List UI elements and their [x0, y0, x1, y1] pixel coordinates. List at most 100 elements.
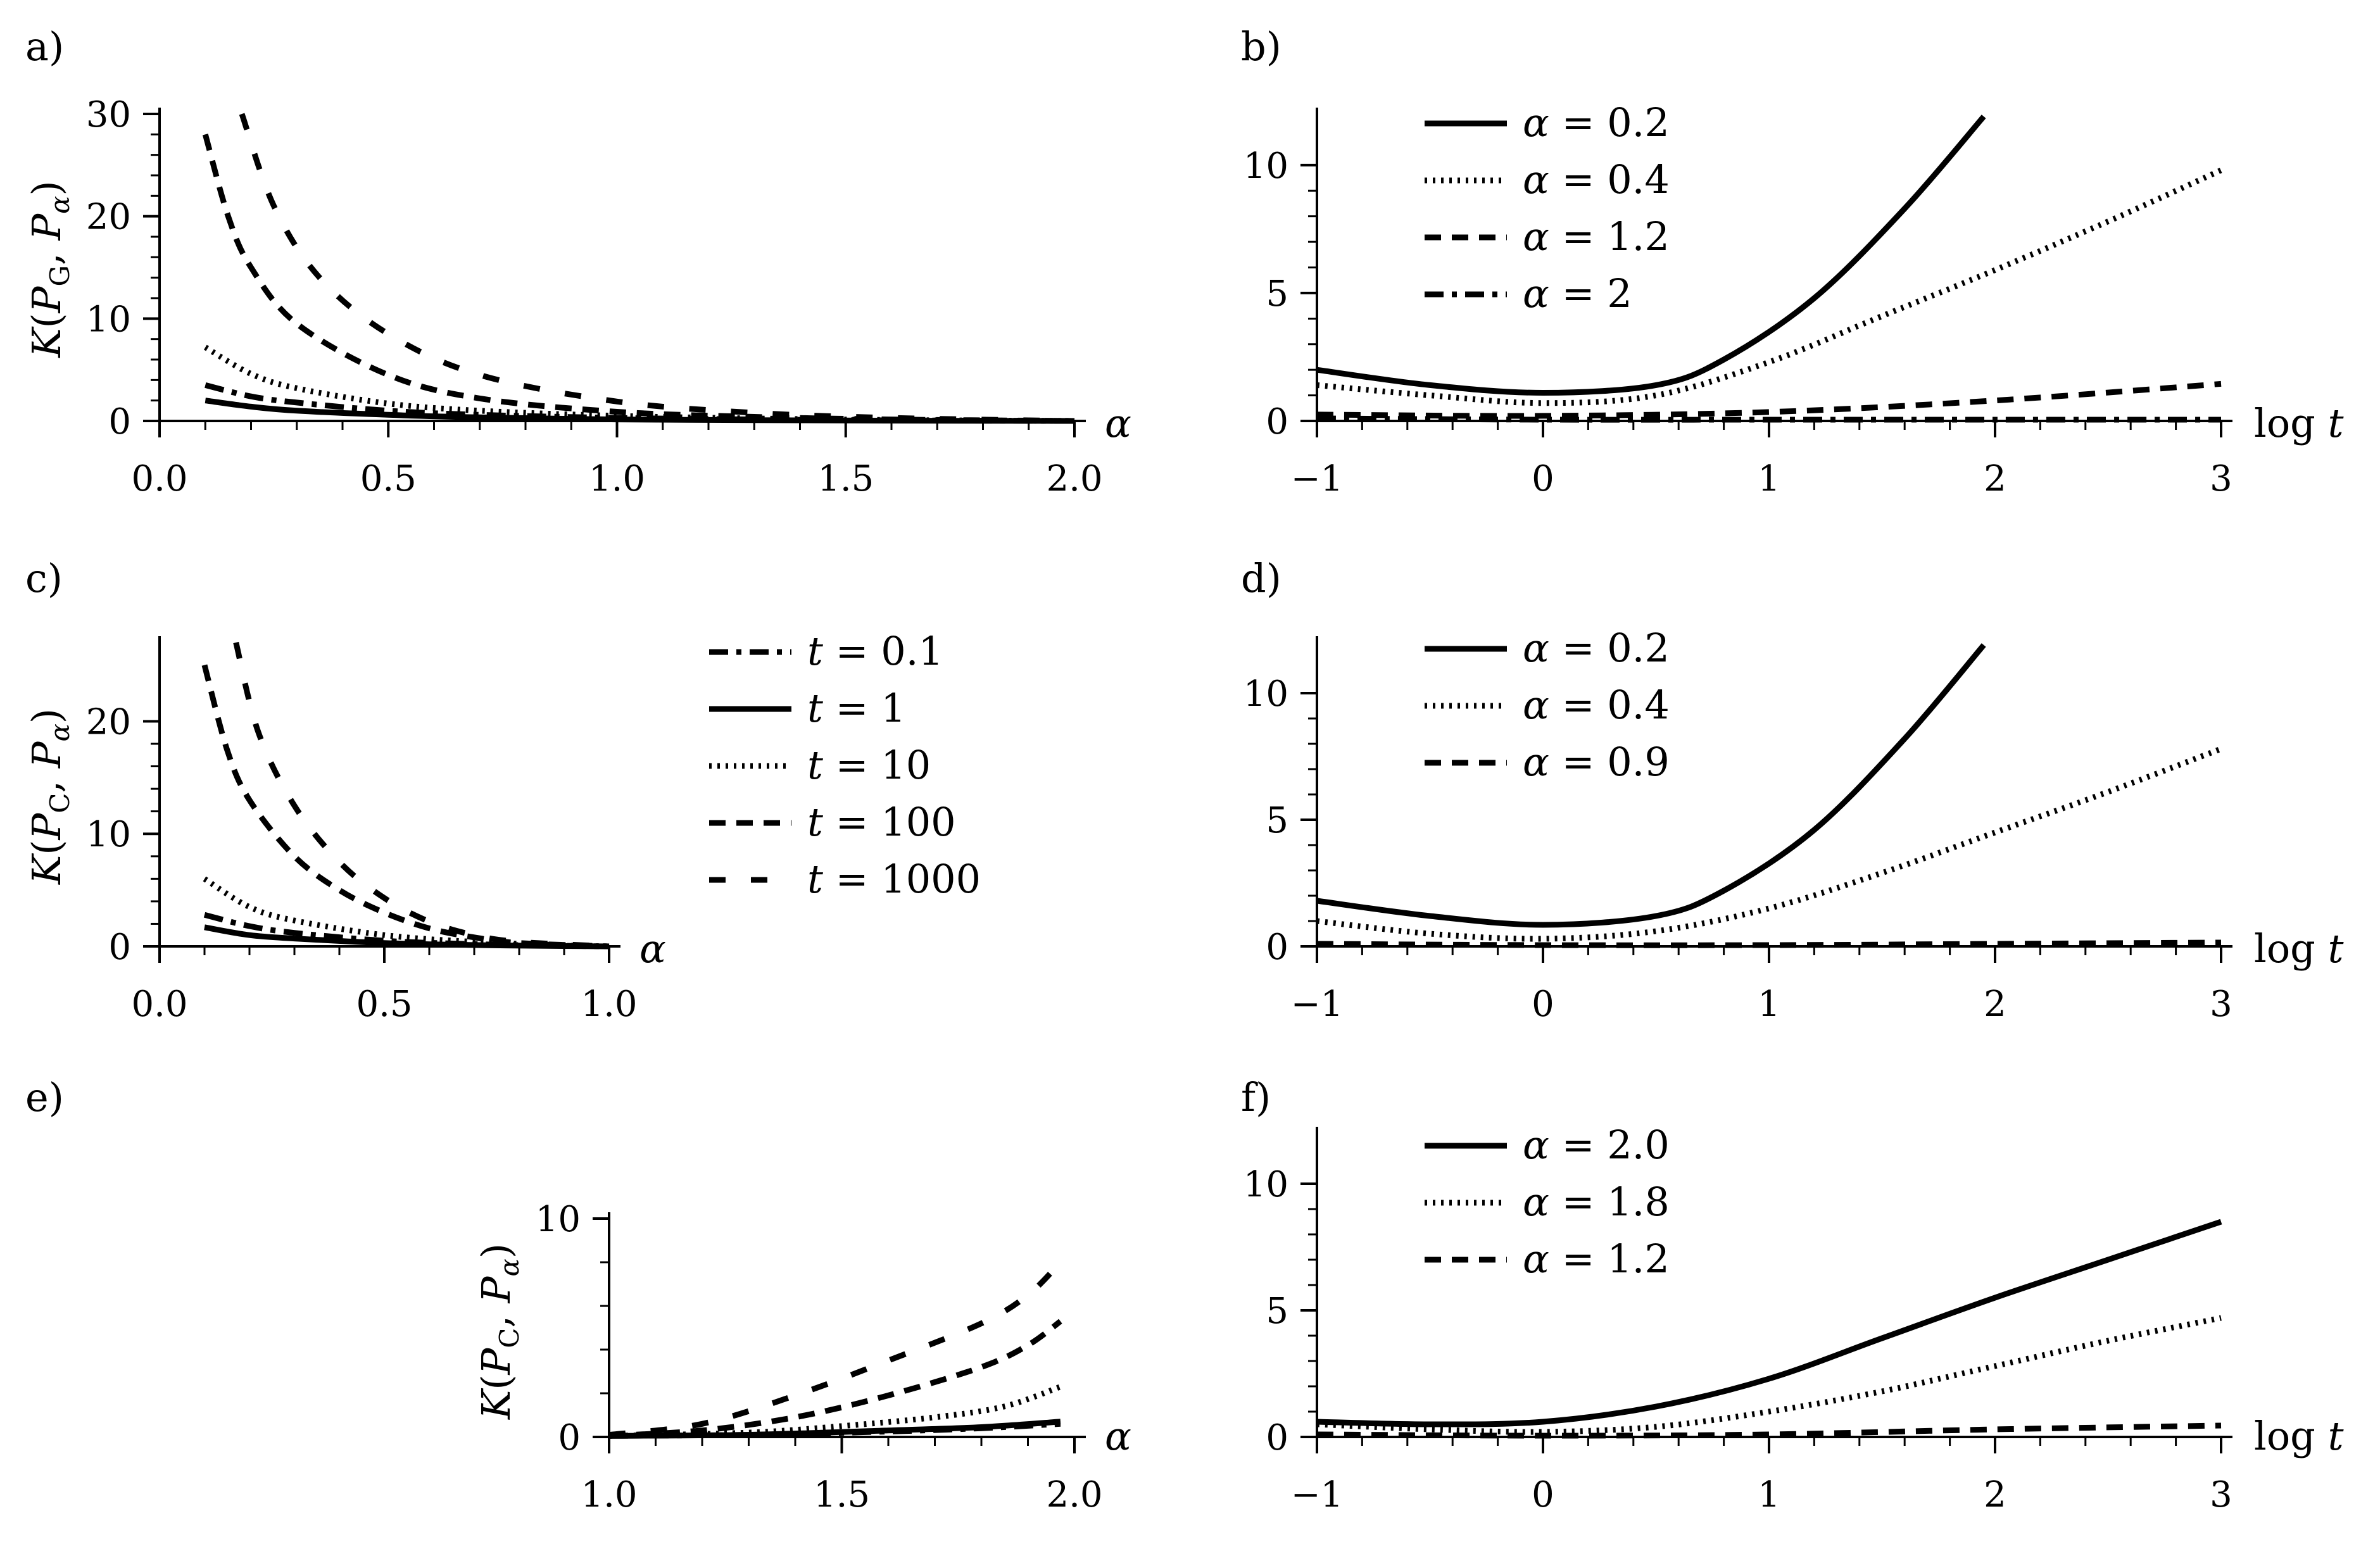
panel-label-c: c) [25, 555, 63, 601]
x-tick-label-d: 2 [1984, 984, 2006, 1025]
y-tick-label-f: 10 [1244, 1164, 1288, 1205]
legend-entry: α = 1.8 [1523, 1179, 1670, 1225]
x-tick-label-f: 1 [1758, 1474, 1780, 1515]
x-axis-label-d: log t [2254, 925, 2344, 972]
panel-label-f: f) [1241, 1074, 1271, 1120]
series-line-d [1316, 939, 2222, 948]
legend-entry: t = 10 [807, 742, 931, 788]
legend-entry: α = 0.9 [1523, 739, 1670, 785]
y-axis-label-e: K(PC, Pα) [473, 1243, 525, 1420]
legend-entry: t = 1 [807, 685, 906, 731]
y-tick-label-c: 0 [108, 927, 131, 968]
series-line-e [608, 1384, 1062, 1439]
panel-label-d: d) [1241, 555, 1281, 601]
x-tick-label-f: −1 [1291, 1474, 1344, 1515]
series-line-f [1316, 1219, 2222, 1427]
legend-entry: α = 1.2 [1523, 213, 1670, 260]
y-tick-label-a: 20 [86, 197, 131, 238]
panel-e: e) 1.0 1.5 2.0 0 10 α [25, 1074, 1131, 1515]
legend-entry: α = 2 [1523, 270, 1632, 317]
x-tick-label-f: 3 [2210, 1474, 2232, 1515]
series-line-f [1316, 1422, 2222, 1439]
series-line-f [1316, 1315, 2222, 1435]
x-tick-label-b: 0 [1532, 458, 1554, 499]
x-tick-label-d: 3 [2210, 984, 2232, 1025]
x-axis-label-c: α [639, 925, 666, 972]
x-axis-label-e: α [1105, 1413, 1131, 1459]
svg-text:K(PC, Pα): K(PC, Pα) [23, 708, 75, 885]
x-tick-label-a: 0.5 [360, 458, 417, 499]
series-line-b [1316, 415, 2221, 423]
x-tick-label-a: 0.0 [131, 458, 187, 499]
y-tick-label-b: 10 [1244, 146, 1288, 187]
series-line-b [1316, 380, 2222, 419]
series-line-d [1316, 746, 2222, 942]
y-tick-label-f: 0 [1266, 1417, 1288, 1458]
y-tick-label-a: 30 [86, 94, 131, 135]
series-line-a [202, 134, 1075, 424]
legend-entry: t = 1000 [807, 856, 981, 902]
panel-label-b: b) [1241, 23, 1281, 70]
y-tick-label-c: 20 [86, 701, 131, 743]
x-tick-label-b: 1 [1758, 458, 1780, 499]
series-line-c [233, 641, 610, 950]
legend-entry: t = 100 [807, 799, 956, 845]
x-tick-label-b: −1 [1291, 458, 1344, 499]
series-line-b [1316, 167, 2222, 406]
legend-entry: α = 2.0 [1523, 1122, 1670, 1168]
y-tick-label-a: 10 [86, 299, 131, 340]
x-tick-label-c: 0.0 [131, 984, 187, 1025]
x-tick-label-a: 1.0 [589, 458, 645, 499]
legend-entry: α = 0.4 [1523, 682, 1670, 728]
y-tick-label-a: 0 [108, 401, 131, 442]
legend-entry: t = 0.1 [807, 628, 943, 674]
legend-entry: α = 0.4 [1523, 156, 1670, 203]
y-tick-label-e: 10 [536, 1199, 581, 1240]
y-tick-label-d: 10 [1244, 674, 1288, 715]
x-tick-label-a: 2.0 [1046, 458, 1102, 499]
y-tick-label-d: 0 [1266, 927, 1288, 968]
x-axis-label-a: α [1105, 400, 1131, 446]
series-line-c [203, 912, 610, 950]
x-tick-label-d: −1 [1291, 984, 1344, 1025]
legend-entry: α = 1.2 [1523, 1236, 1670, 1282]
y-tick-label-d: 5 [1266, 800, 1288, 841]
y-axis-label-c: K(PC, Pα) [23, 708, 75, 885]
y-axis-label-a: K(PG, Pα) [23, 180, 75, 358]
x-tick-label-d: 0 [1532, 984, 1554, 1025]
panel-a: a) 0.0 0.5 1.0 1.5 2.0 0 10 20 30 α [25, 23, 1131, 499]
y-tick-label-b: 5 [1266, 273, 1288, 315]
series-line-c [201, 664, 610, 950]
x-tick-label-f: 0 [1532, 1474, 1554, 1515]
series-line-a [239, 113, 1075, 424]
x-axis-label-f: log t [2254, 1413, 2344, 1459]
x-tick-label-e: 1.0 [581, 1474, 637, 1515]
y-tick-label-b: 0 [1266, 401, 1288, 442]
x-tick-label-b: 2 [1984, 458, 2006, 499]
series-line-d [1316, 643, 1986, 928]
y-tick-label-e: 0 [558, 1417, 581, 1458]
panel-label-a: a) [25, 23, 64, 70]
series-line-b [1316, 115, 1986, 396]
series-line-c [203, 876, 610, 950]
legend-entry: α = 0.2 [1523, 99, 1670, 146]
series-line-e [608, 1319, 1062, 1439]
svg-text:K(PG, Pα): K(PG, Pα) [23, 180, 75, 358]
x-tick-label-d: 1 [1758, 984, 1780, 1025]
legend-entry: α = 0.2 [1523, 625, 1670, 671]
x-tick-label-a: 1.5 [817, 458, 874, 499]
series-line-a [204, 344, 1075, 424]
x-tick-label-f: 2 [1984, 1474, 2006, 1515]
x-axis-label-b: log t [2254, 400, 2344, 446]
panel-c: c) 0.0 0.5 1.0 0 10 20 α t = 0.1 t = 1 t = 10 t = 1… [25, 555, 981, 1025]
series-line-e [608, 1260, 1063, 1438]
y-tick-label-c: 10 [86, 814, 131, 855]
x-tick-label-c: 1.0 [581, 984, 637, 1025]
x-tick-label-c: 0.5 [356, 984, 412, 1025]
y-tick-label-f: 5 [1266, 1291, 1288, 1332]
x-tick-label-e: 2.0 [1046, 1474, 1102, 1515]
